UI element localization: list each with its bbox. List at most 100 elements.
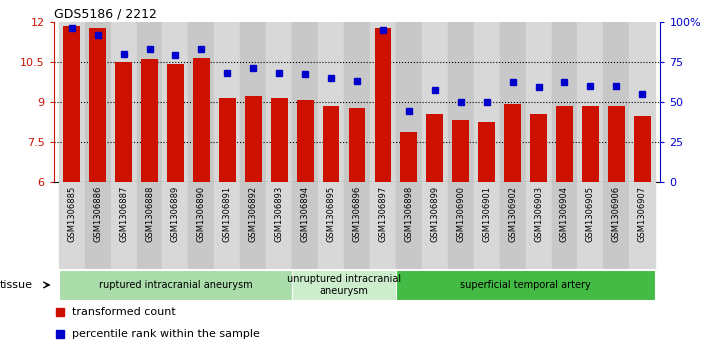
Text: GSM1306886: GSM1306886	[93, 186, 102, 242]
Bar	[297, 100, 313, 182]
Text: GSM1306903: GSM1306903	[534, 186, 543, 242]
Bar	[318, 22, 344, 182]
Bar	[188, 22, 214, 182]
Bar	[318, 182, 344, 269]
Bar	[629, 182, 655, 269]
Bar	[578, 22, 603, 182]
Text: GSM1306901: GSM1306901	[482, 186, 491, 242]
Text: GSM1306907: GSM1306907	[638, 186, 647, 242]
Bar	[241, 22, 266, 182]
Bar	[422, 22, 448, 182]
Bar	[214, 182, 241, 269]
Text: GSM1306895: GSM1306895	[326, 186, 336, 242]
Bar	[344, 182, 370, 269]
Bar	[241, 182, 266, 269]
Bar	[608, 106, 625, 182]
Bar	[500, 22, 526, 182]
Bar	[370, 22, 396, 182]
Bar	[266, 22, 292, 182]
Bar	[478, 122, 495, 182]
Bar	[85, 182, 111, 269]
Bar	[292, 182, 318, 269]
Text: GSM1306887: GSM1306887	[119, 186, 128, 242]
Bar	[551, 182, 578, 269]
Bar	[89, 28, 106, 182]
Bar	[193, 58, 210, 182]
Text: transformed count: transformed count	[71, 307, 176, 317]
Text: ruptured intracranial aneurysm: ruptured intracranial aneurysm	[99, 280, 252, 290]
Bar	[271, 98, 288, 182]
Text: unruptured intracranial
aneurysm: unruptured intracranial aneurysm	[287, 274, 401, 296]
Bar	[551, 22, 578, 182]
Bar	[115, 62, 132, 182]
Bar	[530, 114, 547, 182]
Bar	[64, 26, 80, 182]
FancyBboxPatch shape	[396, 270, 655, 300]
Bar	[504, 104, 521, 182]
Bar	[111, 22, 136, 182]
Bar	[426, 114, 443, 182]
Bar	[448, 182, 473, 269]
Bar	[323, 106, 339, 182]
Text: GSM1306894: GSM1306894	[301, 186, 310, 242]
Bar	[141, 59, 158, 182]
Text: GSM1306893: GSM1306893	[275, 186, 283, 242]
Bar	[603, 182, 629, 269]
Text: GSM1306900: GSM1306900	[456, 186, 466, 242]
Bar	[59, 182, 85, 269]
Bar	[188, 182, 214, 269]
Bar	[526, 182, 551, 269]
Bar	[422, 182, 448, 269]
Bar	[526, 22, 551, 182]
Text: GSM1306902: GSM1306902	[508, 186, 517, 242]
Text: GSM1306897: GSM1306897	[378, 186, 388, 242]
Bar	[603, 22, 629, 182]
Text: GDS5186 / 2212: GDS5186 / 2212	[54, 8, 156, 21]
Bar	[266, 182, 292, 269]
Text: GSM1306898: GSM1306898	[404, 186, 413, 242]
Bar	[473, 22, 500, 182]
Text: superficial temporal artery: superficial temporal artery	[461, 280, 591, 290]
FancyBboxPatch shape	[59, 270, 292, 300]
Text: GSM1306888: GSM1306888	[145, 186, 154, 242]
Bar	[401, 132, 417, 182]
Bar	[370, 182, 396, 269]
Bar	[396, 182, 422, 269]
Bar	[578, 182, 603, 269]
Bar	[219, 98, 236, 182]
Bar	[348, 108, 366, 182]
Bar	[375, 28, 391, 182]
Bar	[111, 182, 136, 269]
Bar	[448, 22, 473, 182]
Bar	[634, 116, 650, 182]
Bar	[85, 22, 111, 182]
Bar	[582, 106, 599, 182]
Bar	[473, 182, 500, 269]
Text: GSM1306896: GSM1306896	[353, 186, 361, 242]
Text: GSM1306905: GSM1306905	[586, 186, 595, 242]
Text: GSM1306906: GSM1306906	[612, 186, 621, 242]
Bar	[245, 96, 262, 182]
Text: GSM1306890: GSM1306890	[197, 186, 206, 242]
Bar	[500, 182, 526, 269]
Text: tissue: tissue	[0, 280, 33, 290]
Text: GSM1306892: GSM1306892	[248, 186, 258, 242]
Bar	[556, 106, 573, 182]
Bar	[396, 22, 422, 182]
Bar	[214, 22, 241, 182]
Bar	[136, 182, 163, 269]
Bar	[452, 120, 469, 182]
Bar	[344, 22, 370, 182]
Bar	[59, 22, 85, 182]
Text: percentile rank within the sample: percentile rank within the sample	[71, 329, 260, 339]
Bar	[629, 22, 655, 182]
Bar	[292, 22, 318, 182]
FancyBboxPatch shape	[292, 270, 396, 300]
Bar	[136, 22, 163, 182]
Text: GSM1306904: GSM1306904	[560, 186, 569, 242]
Bar	[167, 64, 184, 182]
Bar	[163, 182, 188, 269]
Text: GSM1306899: GSM1306899	[431, 186, 439, 242]
Text: GSM1306891: GSM1306891	[223, 186, 232, 242]
Bar	[163, 22, 188, 182]
